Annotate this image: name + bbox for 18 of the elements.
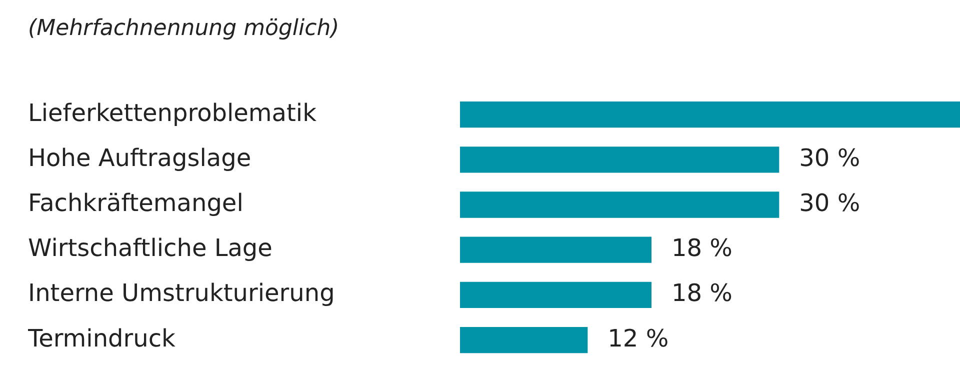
y-tick-label: Termindruck	[27, 324, 176, 352]
data-label: 30 %	[799, 188, 860, 217]
y-tick-label: Interne Umstrukturierung	[28, 279, 335, 308]
data-label: 30 %	[799, 144, 860, 172]
bar	[460, 282, 652, 308]
data-label: 18 %	[671, 234, 732, 262]
bar	[460, 101, 960, 128]
data-label: 18 %	[671, 279, 732, 308]
bar	[460, 236, 652, 263]
bar	[460, 192, 780, 218]
text: (Mehrfachnennung möglich)	[28, 16, 340, 41]
bar	[460, 326, 588, 354]
y-tick-label: Hohe Auftragslage	[28, 144, 252, 172]
y-tick-label: Fachkräftemangel	[28, 188, 244, 217]
y-tick-label: Wirtschaftliche Lage	[28, 234, 272, 262]
y-tick-label: Lieferkettenproblematik	[28, 98, 317, 127]
data-label: 12 %	[608, 324, 669, 352]
bar	[460, 146, 780, 173]
